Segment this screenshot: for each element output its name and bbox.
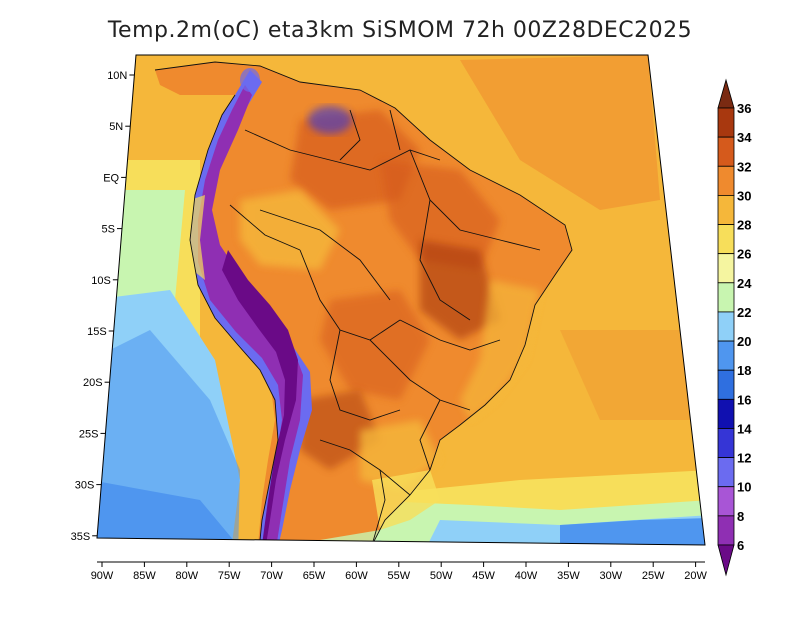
temperature-field	[97, 55, 705, 545]
colorbar-label: 26	[737, 247, 751, 262]
lon-tick-label: 60W	[345, 570, 368, 582]
colorbar-label: 20	[737, 334, 751, 349]
colorbar-segment	[717, 428, 735, 459]
colorbar: 36 34 32 30 28 26 24 22 20 18 16 14 12 10 8 6	[717, 78, 752, 577]
lat-tick-label: 25S	[79, 428, 99, 440]
colorbar-segment	[717, 194, 735, 225]
lon-tick-label: 65W	[303, 570, 326, 582]
lat-tick-label: EQ	[103, 172, 119, 184]
colorbar-segment	[717, 253, 735, 284]
colorbar-label: 10	[737, 480, 751, 495]
colorbar-segment	[717, 311, 735, 342]
colorbar-label: 6	[737, 538, 744, 553]
colorbar-label: 24	[737, 276, 752, 291]
colorbar-label: 14	[737, 421, 752, 436]
lon-tick-label: 50W	[430, 570, 453, 582]
colorbar-label: 12	[737, 451, 751, 466]
colorbar-label: 34	[737, 130, 752, 145]
colorbar-label: 22	[737, 305, 751, 320]
colorbar-bottom-arrow	[717, 544, 735, 577]
map-title: Temp.2m(oC) eta3km SiSMOM 72h 00Z28DEC20…	[107, 18, 693, 43]
colorbar-label: 8	[737, 509, 744, 524]
colorbar-label: 30	[737, 188, 751, 203]
colorbar-segment	[717, 486, 735, 517]
lon-tick-label: 20W	[684, 570, 707, 582]
country-borders	[154, 61, 573, 545]
lat-tick-label: 15S	[87, 326, 107, 338]
colorbar-label: 18	[737, 363, 751, 378]
colorbar-segment	[717, 340, 735, 371]
lon-tick-label: 55W	[387, 570, 410, 582]
colorbar-segment	[717, 369, 735, 400]
colorbar-segment	[717, 457, 735, 488]
colorbar-label: 16	[737, 392, 751, 407]
colorbar-top-arrow	[717, 78, 735, 109]
lat-tick-label: 5N	[109, 121, 123, 133]
lat-tick-label: 10S	[91, 275, 111, 287]
lat-axis: 10N 5N EQ 5S 10S 15S 20S 25S 30S 35S	[71, 70, 135, 543]
lon-tick-label: 70W	[260, 570, 283, 582]
lon-tick-label: 25W	[642, 570, 665, 582]
colorbar-segment	[717, 224, 735, 255]
lon-tick-label: 30W	[599, 570, 622, 582]
colorbar-segment	[717, 136, 735, 167]
colorbar-label: 36	[737, 101, 751, 116]
colorbar-segment	[717, 398, 735, 429]
lat-tick-label: 5S	[102, 224, 115, 236]
colorbar-label: 32	[737, 159, 751, 174]
lon-tick-label: 80W	[175, 570, 198, 582]
lon-tick-label: 75W	[218, 570, 241, 582]
colorbar-segment	[717, 282, 735, 313]
lat-tick-label: 30S	[75, 480, 95, 492]
lon-tick-label: 40W	[515, 570, 538, 582]
lat-tick-label: 10N	[107, 70, 127, 82]
colorbar-segment	[717, 515, 735, 546]
lon-tick-label: 85W	[133, 570, 156, 582]
lon-tick-label: 90W	[91, 570, 114, 582]
lon-tick-label: 35W	[557, 570, 580, 582]
lat-tick-label: 35S	[71, 531, 91, 543]
colorbar-segment	[717, 165, 735, 196]
lon-axis: 90W 85W 80W 75W 70W 65W 60W 55W 50W 45W 40W 35W 30W 2…	[91, 561, 708, 582]
colorbar-segment	[717, 107, 735, 138]
lat-tick-label: 20S	[83, 377, 103, 389]
colorbar-label: 28	[737, 218, 751, 233]
lon-tick-label: 45W	[472, 570, 495, 582]
